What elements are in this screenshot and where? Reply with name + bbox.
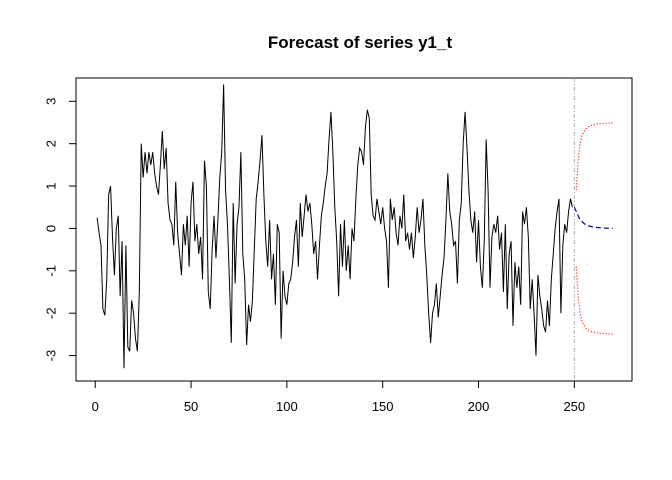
- x-tick-label: 200: [468, 399, 490, 414]
- y-tick-label: -2: [43, 307, 58, 319]
- y-tick-label: -3: [43, 350, 58, 362]
- x-axis: 0 50 100 150 200 250: [92, 380, 585, 414]
- forecast-series-line: [573, 207, 613, 230]
- x-tick-label: 50: [184, 399, 198, 414]
- y-tick-label: 3: [43, 98, 58, 105]
- lower-interval-line: [575, 266, 613, 335]
- x-tick-label: 100: [276, 399, 298, 414]
- y-tick-label: 0: [43, 225, 58, 232]
- chart-title: Forecast of series y1_t: [268, 33, 453, 52]
- x-tick-label: 250: [563, 399, 585, 414]
- x-tick-label: 0: [92, 399, 99, 414]
- y-axis: -3 -2 -1 0 1 2 3: [43, 98, 77, 362]
- observed-series-line: [96, 84, 573, 369]
- x-tick-label: 150: [372, 399, 394, 414]
- y-tick-label: -1: [43, 265, 58, 277]
- upper-interval-line: [575, 122, 613, 191]
- y-tick-label: 2: [43, 140, 58, 147]
- y-tick-label: 1: [43, 182, 58, 189]
